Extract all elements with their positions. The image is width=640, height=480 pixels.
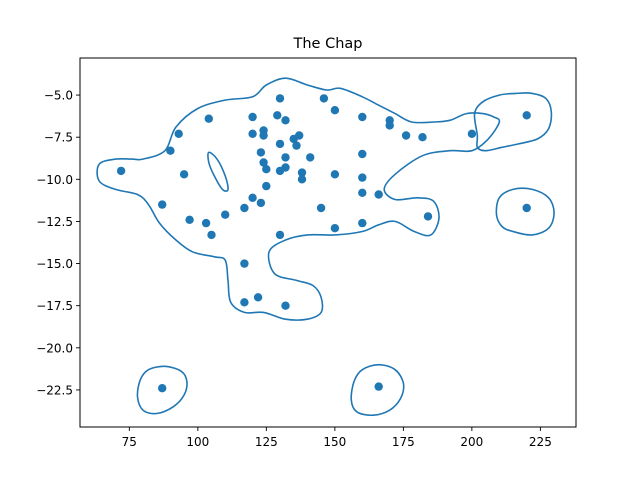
- x-tick-label: 125: [255, 435, 278, 449]
- data-point: [158, 200, 167, 209]
- data-point: [259, 158, 268, 167]
- data-point: [262, 181, 271, 191]
- contour-line-2: [207, 151, 229, 192]
- y-tick-label: −22.5: [36, 383, 73, 397]
- x-tick-label: 225: [529, 435, 552, 449]
- data-point: [423, 212, 433, 221]
- data-point: [185, 215, 194, 224]
- data-point: [256, 198, 266, 208]
- data-point: [240, 298, 249, 307]
- data-point: [297, 168, 307, 177]
- y-tick-label: −7.5: [44, 131, 73, 145]
- data-point: [358, 188, 367, 197]
- y-tick-label: −5.0: [44, 89, 73, 103]
- data-point: [116, 166, 126, 176]
- data-point: [292, 141, 301, 150]
- data-point: [374, 190, 383, 199]
- data-point: [262, 165, 271, 174]
- data-point: [467, 129, 477, 138]
- data-point: [275, 139, 285, 149]
- data-point: [522, 111, 531, 120]
- y-tick-label: −10.0: [36, 173, 73, 187]
- contour-line-1: [96, 77, 501, 321]
- data-point: [240, 203, 249, 213]
- data-point: [330, 224, 340, 233]
- data-point: [306, 153, 315, 162]
- data-point: [316, 203, 326, 213]
- data-point: [275, 230, 285, 240]
- data-point: [248, 193, 257, 202]
- data-point: [281, 163, 290, 172]
- data-point: [248, 129, 257, 138]
- x-tick-label: 175: [392, 435, 415, 449]
- data-point: [385, 121, 394, 130]
- data-point: [281, 116, 290, 125]
- data-point: [240, 259, 249, 268]
- data-point: [358, 149, 367, 159]
- data-point: [256, 148, 266, 157]
- y-tick-label: −20.0: [36, 341, 73, 355]
- data-point: [204, 114, 213, 123]
- data-point: [374, 382, 383, 391]
- data-point: [401, 131, 411, 140]
- data-point: [166, 146, 175, 155]
- data-point: [201, 218, 211, 228]
- data-point: [297, 175, 307, 184]
- x-axis: 75 100 125 150 175 200 225: [122, 427, 552, 449]
- data-point: [522, 203, 531, 213]
- contour-line-6: [350, 363, 405, 417]
- data-point: [281, 301, 290, 310]
- plot-frame: [79, 57, 577, 428]
- data-point: [273, 111, 282, 120]
- data-point: [248, 112, 257, 122]
- y-tick-label: −17.5: [36, 299, 73, 313]
- data-point: [179, 170, 189, 179]
- x-tick-label: 100: [186, 435, 209, 449]
- data-point: [358, 173, 367, 182]
- plot-area: [80, 58, 576, 427]
- data-points: [116, 94, 531, 393]
- data-point: [330, 170, 340, 179]
- data-point: [174, 129, 183, 138]
- data-point: [253, 293, 263, 302]
- x-tick-label: 75: [122, 435, 137, 449]
- data-point: [259, 131, 268, 140]
- y-tick-label: −15.0: [36, 257, 73, 271]
- data-point: [158, 384, 167, 393]
- data-point: [207, 230, 216, 240]
- data-point: [275, 94, 285, 103]
- contour-lines: [96, 77, 555, 417]
- y-axis: −5.0 −7.5 −10.0 −12.5 −15.0 −17.5 −20.0 −22.5: [36, 89, 80, 397]
- x-tick-label: 150: [323, 435, 346, 449]
- data-point: [330, 106, 340, 115]
- data-point: [358, 218, 367, 228]
- contour-line-3: [473, 92, 553, 152]
- data-point: [281, 153, 290, 162]
- data-point: [319, 94, 329, 103]
- data-point: [221, 210, 230, 219]
- data-point: [358, 112, 367, 122]
- data-point: [295, 131, 304, 140]
- contour-line-4: [495, 187, 555, 236]
- contour-line-5: [136, 365, 188, 415]
- data-point: [418, 133, 427, 142]
- x-tick-label: 200: [460, 435, 483, 449]
- y-tick-label: −12.5: [36, 215, 73, 229]
- chart-title: The Chap: [293, 36, 363, 52]
